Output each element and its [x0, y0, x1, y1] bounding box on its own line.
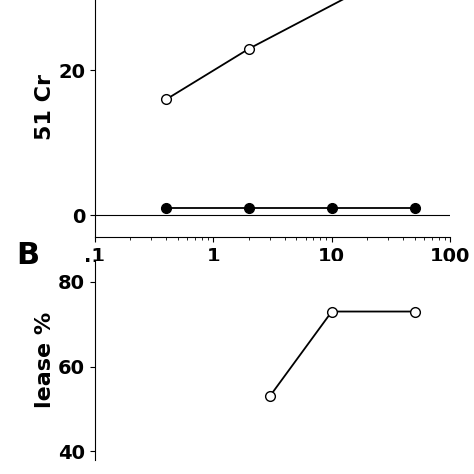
X-axis label: E/T ratio: E/T ratio — [219, 271, 326, 292]
Y-axis label: lease %: lease % — [35, 312, 55, 409]
Text: B: B — [17, 241, 40, 270]
Y-axis label: 51 Cr: 51 Cr — [35, 73, 55, 140]
